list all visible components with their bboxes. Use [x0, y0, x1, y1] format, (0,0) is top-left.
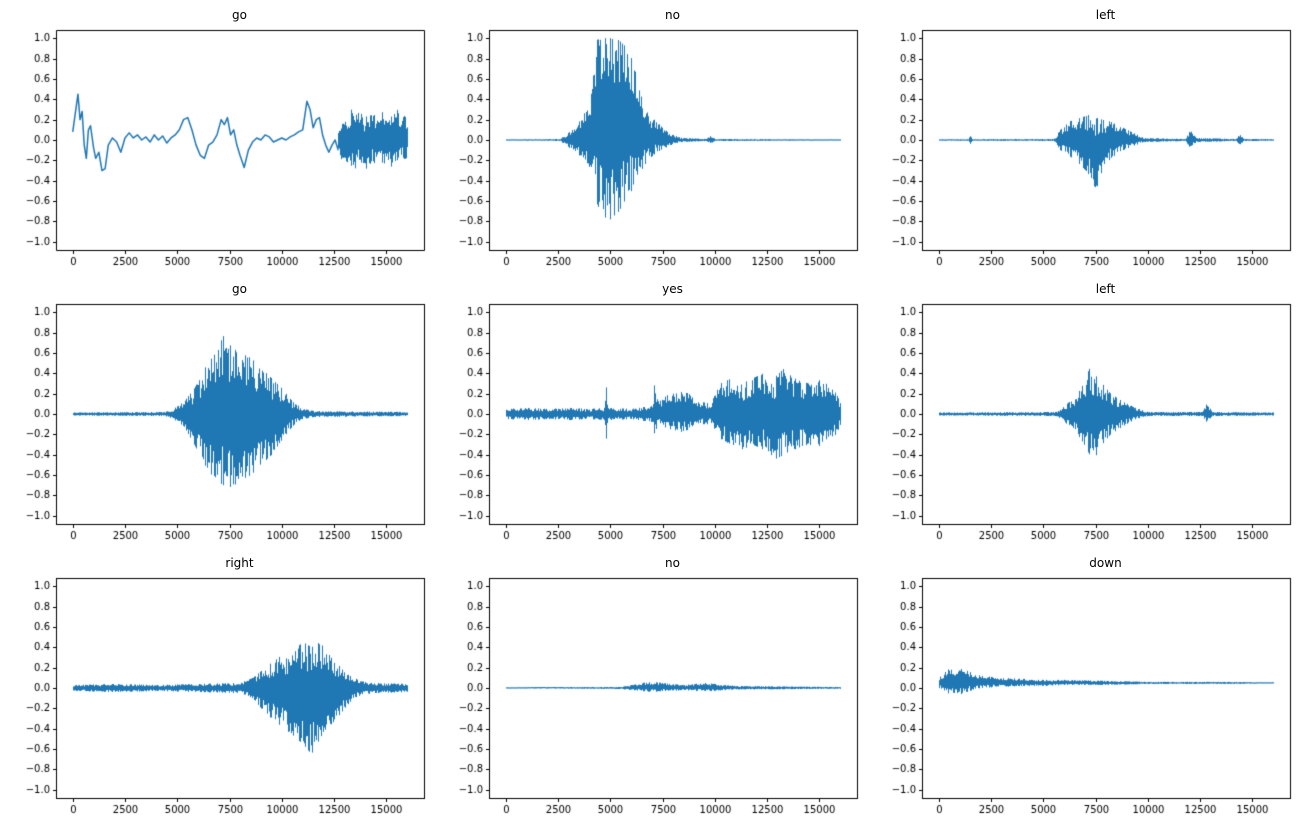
waveform-canvas — [3, 572, 434, 824]
subplot-4: yes — [436, 280, 867, 550]
waveform-canvas — [436, 24, 867, 276]
subplot-6: right — [3, 554, 434, 824]
waveform-canvas — [3, 24, 434, 276]
waveform-canvas — [436, 572, 867, 824]
subplot-title: right — [225, 556, 254, 570]
subplot-title: no — [665, 8, 680, 22]
subplot-8: down — [869, 554, 1300, 824]
subplot-title: yes — [662, 282, 683, 296]
subplot-1: no — [436, 6, 867, 276]
subplot-2: left — [869, 6, 1300, 276]
subplot-7: no — [436, 554, 867, 824]
subplot-title: go — [232, 8, 247, 22]
waveform-canvas — [869, 24, 1300, 276]
subplot-title: go — [232, 282, 247, 296]
subplot-5: left — [869, 280, 1300, 550]
subplot-3: go — [3, 280, 434, 550]
subplot-0: go — [3, 6, 434, 276]
waveform-canvas — [3, 298, 434, 550]
waveform-canvas — [869, 572, 1300, 824]
subplot-title: left — [1095, 8, 1116, 22]
subplot-title: left — [1095, 282, 1116, 296]
subplot-title: no — [665, 556, 680, 570]
waveform-canvas — [869, 298, 1300, 550]
waveform-canvas — [436, 298, 867, 550]
subplot-title: down — [1089, 556, 1122, 570]
